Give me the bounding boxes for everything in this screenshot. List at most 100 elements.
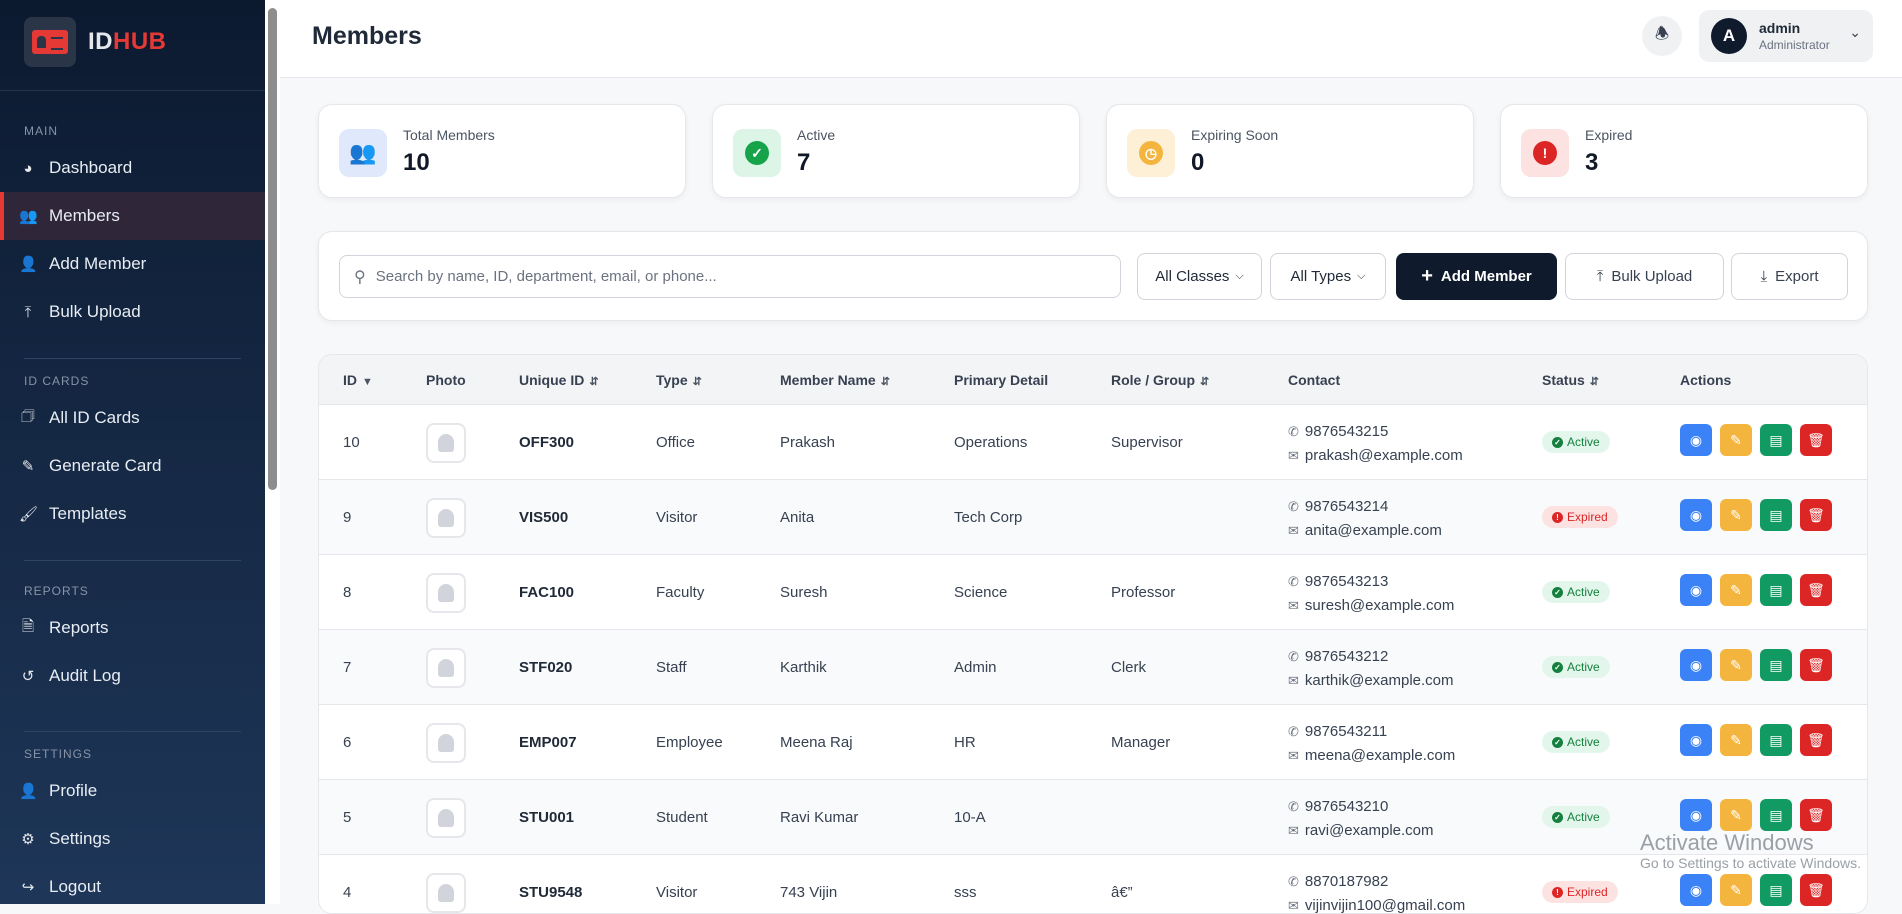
exclamation-circle-icon: ! [1521,129,1569,177]
column-header[interactable]: Role / Group ⇵ [1111,372,1210,388]
upload-icon: ⤒ [1596,268,1604,285]
column-header: Photo [426,372,466,388]
sidebar-item-add-member[interactable]: 👤 Add Member [0,240,265,288]
brand-name: IDHUB [88,28,167,55]
stat-label: Expired [1585,127,1633,143]
user-role: Administrator [1759,38,1830,52]
delete-button[interactable]: 🗑 [1800,649,1832,681]
id-card-button[interactable]: ▤ [1760,499,1792,531]
sidebar-item-bulk-upload[interactable]: ⤒ Bulk Upload [0,288,265,336]
phone-icon: ✆ [1288,424,1299,439]
edit-button[interactable]: ✎ [1720,799,1752,831]
user-menu[interactable]: A admin Administrator ⌄ [1699,10,1873,62]
delete-button[interactable]: 🗑 [1800,574,1832,606]
delete-button[interactable]: 🗑 [1800,499,1832,531]
column-header[interactable]: Status ⇵ [1542,372,1600,388]
table-row: 7 STF020 Staff Karthik Admin Clerk ✆ 9876… [319,630,1867,705]
delete-button[interactable]: 🗑 [1800,799,1832,831]
edit-button[interactable]: ✎ [1720,499,1752,531]
bulk-upload-button[interactable]: ⤒ Bulk Upload [1565,253,1724,300]
column-header[interactable]: Member Name ⇵ [780,372,890,388]
cell-name: Suresh [780,584,828,601]
id-card-icon: ▤ [1769,431,1783,448]
type-filter-select[interactable]: All Types ⌵ [1270,253,1386,300]
edit-button[interactable]: ✎ [1720,649,1752,681]
stat-card: ✓ Active 7 [712,104,1080,198]
sidebar-item-profile[interactable]: 👤 Profile [0,767,265,815]
view-button[interactable]: ◉ [1680,724,1712,756]
chevron-down-icon: ⌵ [1235,270,1244,282]
id-card-button[interactable]: ▤ [1760,574,1792,606]
view-button[interactable]: ◉ [1680,424,1712,456]
sidebar-item-all-id-cards[interactable]: 🗇 All ID Cards [0,394,265,442]
view-button[interactable]: ◉ [1680,874,1712,906]
cell-id: 9 [343,509,352,526]
view-button[interactable]: ◉ [1680,649,1712,681]
sidebar-divider [24,358,241,359]
id-card-icon: ▤ [1769,506,1783,523]
sidebar: IDHUB MAIN ◕ Dashboard 👥 Members 👤 Add Member ⤒… [0,0,265,904]
cell-primary: Science [954,584,1008,601]
column-header[interactable]: Unique ID ⇵ [519,372,599,388]
search-box[interactable]: ⚲ [339,255,1121,298]
sidebar-item-label: All ID Cards [49,408,140,427]
brush-icon: 🖌 [19,506,39,523]
sidebar-item-generate-card[interactable]: ✎ Generate Card [0,442,265,490]
sidebar-item-reports[interactable]: 🗎 Reports [0,604,265,652]
id-card-button[interactable]: ▤ [1760,424,1792,456]
sidebar-item-audit-log[interactable]: ↺ Audit Log [0,652,265,700]
status-badge: ✓ Active [1542,806,1610,828]
stat-label: Total Members [403,127,495,143]
logo-id-card-icon [24,17,76,67]
cell-primary: Tech Corp [954,509,1023,526]
edit-button[interactable]: ✎ [1720,874,1752,906]
edit-button[interactable]: ✎ [1720,574,1752,606]
trash-icon: 🗑 [1807,731,1825,748]
photo-placeholder-icon [426,423,466,463]
class-filter-select[interactable]: All Classes ⌵ [1137,253,1262,300]
sidebar-item-logout[interactable]: ↪ Logout [0,863,265,911]
export-button[interactable]: ⤓ Export [1731,253,1848,300]
photo-placeholder-icon [426,648,466,688]
stat-value: 10 [403,149,430,176]
view-button[interactable]: ◉ [1680,799,1712,831]
edit-button[interactable]: ✎ [1720,424,1752,456]
sidebar-divider [24,731,241,732]
table-row: 10 OFF300 Office Prakash Operations Supe… [319,405,1867,480]
column-header[interactable]: ID ▼ [343,372,373,388]
sidebar-scrollbar[interactable] [265,0,280,904]
users-icon: 👥 [339,129,387,177]
id-card-icon: 🗇 [21,407,35,425]
trash-icon: 🗑 [1807,431,1825,448]
id-card-button[interactable]: ▤ [1760,649,1792,681]
column-header[interactable]: Type ⇵ [656,372,702,388]
id-card-button[interactable]: ▤ [1760,799,1792,831]
cell-name: Karthik [780,659,827,676]
id-card-button[interactable]: ▤ [1760,874,1792,906]
sidebar-item-members[interactable]: 👥 Members [0,192,265,240]
search-input[interactable] [375,268,1120,285]
check-circle-icon: ✓ [1552,811,1563,823]
edit-button[interactable]: ✎ [1720,724,1752,756]
delete-button[interactable]: 🗑 [1800,424,1832,456]
phone-icon: ✆ [1288,499,1299,514]
view-button[interactable]: ◉ [1680,574,1712,606]
sidebar-item-settings[interactable]: ⚙ Settings [0,815,265,863]
cell-primary: sss [954,884,977,901]
delete-button[interactable]: 🗑 [1800,874,1832,906]
phone-icon: ✆ [1288,574,1299,589]
check-circle-icon: ✓ [733,129,781,177]
delete-button[interactable]: 🗑 [1800,724,1832,756]
add-member-button[interactable]: + Add Member [1396,253,1557,300]
cell-unique-id: STU9548 [519,884,583,901]
sort-icon: ⇵ [1200,376,1210,388]
search-icon: ⚲ [354,268,366,286]
sidebar-item-label: Templates [49,504,127,523]
sidebar-item-dashboard[interactable]: ◕ Dashboard [0,144,265,192]
view-button[interactable]: ◉ [1680,499,1712,531]
user-name: admin [1759,20,1801,36]
column-header: Primary Detail [954,372,1049,388]
notifications-bell-icon[interactable]: 🕭 [1642,16,1682,56]
sidebar-item-templates[interactable]: 🖌 Templates [0,490,265,538]
id-card-button[interactable]: ▤ [1760,724,1792,756]
